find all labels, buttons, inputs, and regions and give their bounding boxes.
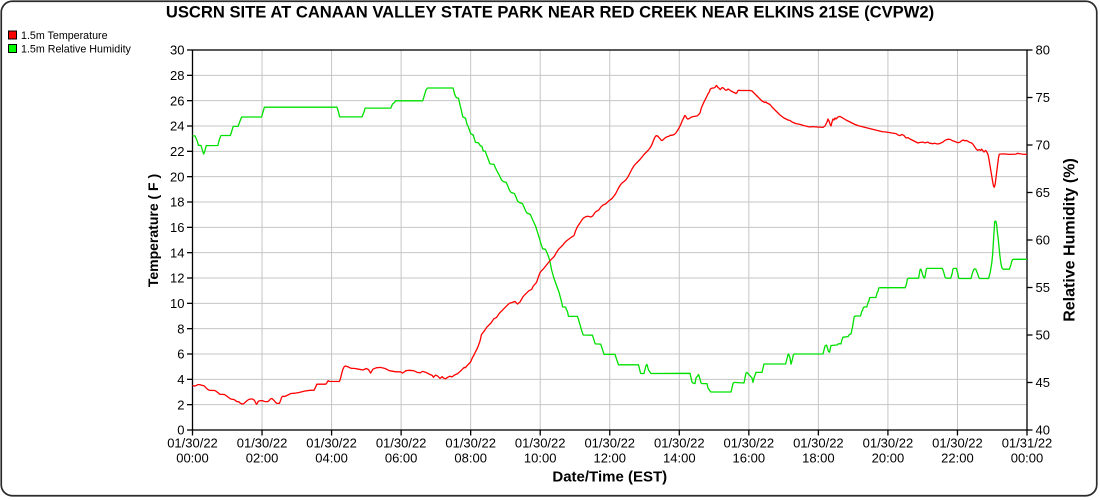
svg-text:01/30/22: 01/30/22	[793, 436, 844, 451]
svg-text:01/30/22: 01/30/22	[237, 436, 288, 451]
svg-text:28: 28	[170, 68, 184, 83]
svg-text:75: 75	[1036, 90, 1050, 105]
svg-text:60: 60	[1036, 233, 1050, 248]
svg-text:06:00: 06:00	[385, 451, 418, 466]
svg-text:14: 14	[170, 245, 184, 260]
svg-text:0: 0	[177, 423, 184, 438]
svg-text:USCRN SITE AT CANAAN VALLEY ST: USCRN SITE AT CANAAN VALLEY STATE PARK N…	[166, 3, 934, 22]
svg-text:16:00: 16:00	[733, 451, 766, 466]
svg-text:16: 16	[170, 220, 184, 235]
svg-text:2: 2	[177, 397, 184, 412]
svg-text:1.5m Relative Humidity: 1.5m Relative Humidity	[21, 44, 132, 56]
svg-text:18:00: 18:00	[802, 451, 835, 466]
svg-text:01/31/22: 01/31/22	[1002, 436, 1053, 451]
svg-text:6: 6	[177, 347, 184, 362]
svg-text:14:00: 14:00	[663, 451, 696, 466]
svg-text:24: 24	[170, 119, 184, 134]
svg-text:01/30/22: 01/30/22	[584, 436, 635, 451]
svg-text:80: 80	[1036, 43, 1050, 58]
svg-text:18: 18	[170, 195, 184, 210]
svg-text:Date/Time (EST): Date/Time (EST)	[552, 469, 667, 486]
svg-text:26: 26	[170, 93, 184, 108]
svg-text:01/30/22: 01/30/22	[306, 436, 357, 451]
svg-text:65: 65	[1036, 185, 1050, 200]
svg-text:02:00: 02:00	[246, 451, 279, 466]
svg-text:30: 30	[170, 43, 184, 58]
svg-text:01/30/22: 01/30/22	[515, 436, 566, 451]
svg-text:01/30/22: 01/30/22	[863, 436, 914, 451]
svg-text:01/30/22: 01/30/22	[445, 436, 496, 451]
svg-text:Relative Humidity (%): Relative Humidity (%)	[1062, 158, 1079, 322]
svg-text:22: 22	[170, 144, 184, 159]
svg-text:70: 70	[1036, 138, 1050, 153]
svg-text:12:00: 12:00	[593, 451, 626, 466]
svg-text:04:00: 04:00	[315, 451, 348, 466]
svg-text:08:00: 08:00	[454, 451, 487, 466]
svg-text:00:00: 00:00	[1011, 451, 1044, 466]
svg-text:50: 50	[1036, 328, 1050, 343]
svg-text:8: 8	[177, 321, 184, 336]
svg-text:4: 4	[177, 372, 184, 387]
svg-text:1.5m Temperature: 1.5m Temperature	[21, 30, 108, 42]
svg-text:55: 55	[1036, 280, 1050, 295]
svg-text:22:00: 22:00	[941, 451, 974, 466]
svg-text:10: 10	[170, 296, 184, 311]
svg-text:01/30/22: 01/30/22	[654, 436, 705, 451]
svg-text:00:00: 00:00	[176, 451, 209, 466]
svg-text:01/30/22: 01/30/22	[376, 436, 427, 451]
svg-text:45: 45	[1036, 375, 1050, 390]
svg-text:01/30/22: 01/30/22	[167, 436, 218, 451]
svg-text:20:00: 20:00	[872, 451, 905, 466]
svg-text:01/30/22: 01/30/22	[724, 436, 775, 451]
svg-text:40: 40	[1036, 423, 1050, 438]
svg-text:12: 12	[170, 271, 184, 286]
svg-text:01/30/22: 01/30/22	[932, 436, 983, 451]
svg-text:10:00: 10:00	[524, 451, 557, 466]
svg-text:20: 20	[170, 169, 184, 184]
svg-text:Temperature ( F ): Temperature ( F )	[145, 174, 161, 287]
